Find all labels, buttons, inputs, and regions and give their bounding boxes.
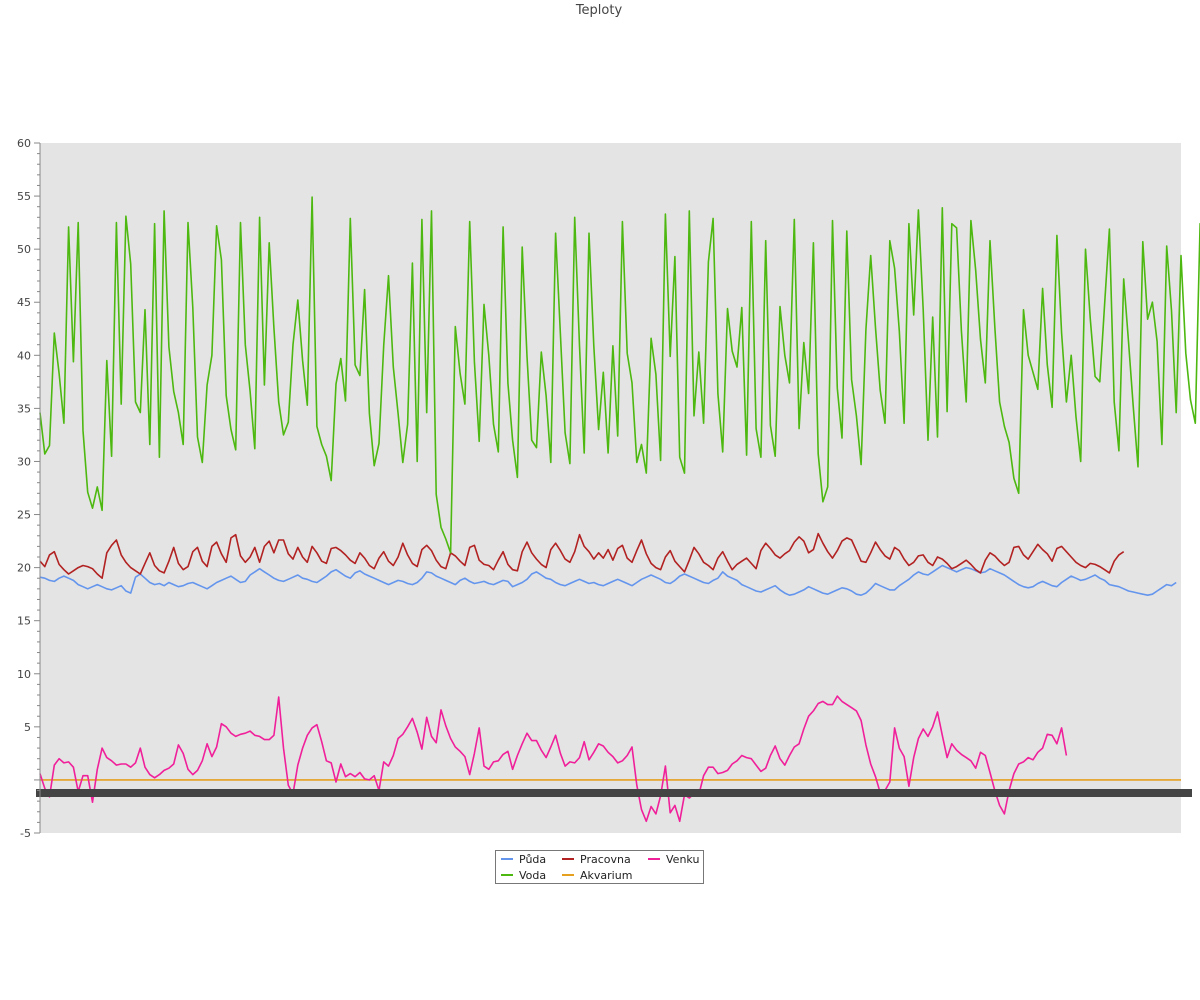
y-tick-label: 5: [24, 721, 31, 734]
series-line-voda: [39, 196, 1200, 554]
legend-label-akvarium: Akvarium: [580, 869, 633, 882]
legend-label-venku: Venku: [666, 853, 700, 866]
series-line-puda: [39, 564, 1177, 597]
y-tick-label: 25: [17, 509, 31, 522]
y-axis-ticks: -5 5 10 15 20 25 30 35 40 45 50 55 60: [17, 137, 40, 840]
legend-swatch-venku: [648, 858, 660, 860]
legend-swatch-akvarium: [562, 874, 574, 876]
y-tick-label: 20: [17, 562, 31, 575]
legend-item-pracovna: Pracovna: [562, 853, 631, 866]
y-tick-label: 55: [17, 190, 31, 203]
zero-baseline: [36, 789, 1192, 797]
legend-item-voda: Voda: [501, 869, 546, 882]
legend-label-voda: Voda: [519, 869, 547, 882]
y-tick-label: -5: [20, 827, 31, 840]
y-tick-label: 60: [17, 137, 31, 150]
legend-item-puda: Půda: [501, 853, 546, 866]
plot-area: [40, 143, 1181, 833]
y-tick-label: 30: [17, 455, 31, 468]
legend: Půda Voda Pracovna Akvarium Venku: [495, 850, 704, 884]
legend-swatch-voda: [501, 874, 513, 876]
legend-swatch-puda: [501, 858, 513, 860]
y-tick-label: 10: [17, 668, 31, 681]
legend-swatch-pracovna: [562, 858, 574, 860]
legend-item-venku: Venku: [648, 853, 699, 866]
y-tick-label: 35: [17, 402, 31, 415]
legend-label-pracovna: Pracovna: [580, 853, 631, 866]
y-tick-label: 15: [17, 615, 31, 628]
series-layer: [39, 196, 1200, 823]
y-tick-label: 45: [17, 296, 31, 309]
series-line-venku: [39, 695, 1068, 823]
y-tick-label: 50: [17, 243, 31, 256]
legend-label-puda: Půda: [519, 853, 547, 866]
chart-title: Teploty: [575, 3, 623, 18]
series-line-pracovna: [39, 532, 1125, 580]
legend-item-akvarium: Akvarium: [562, 869, 632, 882]
y-tick-label: 40: [17, 349, 31, 362]
